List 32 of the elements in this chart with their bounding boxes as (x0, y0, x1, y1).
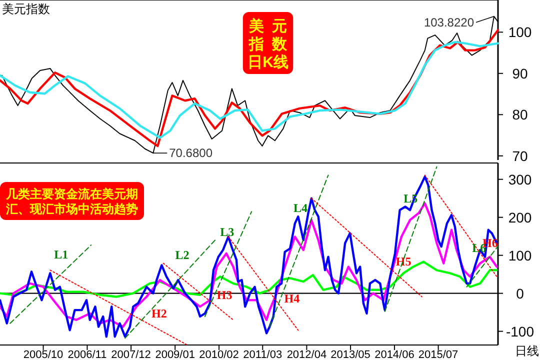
y-tick-label: 80 (512, 106, 528, 123)
series-label: L3 (220, 225, 234, 240)
y-tick-label: 0 (516, 285, 524, 302)
x-tick-label: 2005/10 (23, 349, 64, 360)
x-tick-label: 2013/05 (330, 349, 370, 360)
x-tick-label: 2012/04 (286, 349, 327, 360)
x-tick-label: 2015/07 (418, 349, 458, 360)
label-box: 美元指数日K线 (242, 12, 296, 74)
chart-title: 美元指数 (2, 2, 50, 16)
text: 日线 (515, 344, 539, 358)
y-tick-label: 100 (508, 247, 532, 264)
series-label: L4 (294, 201, 308, 216)
annotation: 70.6800 (169, 146, 213, 160)
y-tick-label: 300 (508, 171, 532, 188)
y-tick-label: 200 (508, 209, 532, 226)
x-tick-label: 2014/06 (374, 349, 414, 360)
y-tick-label: -100 (506, 323, 534, 340)
y-tick-label: 90 (512, 65, 528, 82)
x-tick-label: 2007/12 (111, 349, 151, 360)
series-label: H2 (152, 306, 167, 321)
series-label: H5 (396, 254, 412, 269)
series-label: L1 (54, 248, 68, 262)
x-tick-label: 2011/03 (243, 349, 282, 360)
y-tick-label: 100 (508, 24, 532, 40)
x-tick-label: 2006/11 (68, 349, 107, 360)
y-tick-label: 70 (512, 148, 528, 164)
title-box: 几类主要资金流在美元期汇、现汇市场中活动趋势 (0, 182, 144, 220)
series-label: L2 (175, 248, 190, 262)
x-tick-label: 2010/02 (199, 349, 239, 360)
x-tick-label: 2009/01 (155, 349, 195, 360)
series-label: H4 (284, 291, 300, 306)
annotation: 103.8220 (424, 15, 474, 30)
